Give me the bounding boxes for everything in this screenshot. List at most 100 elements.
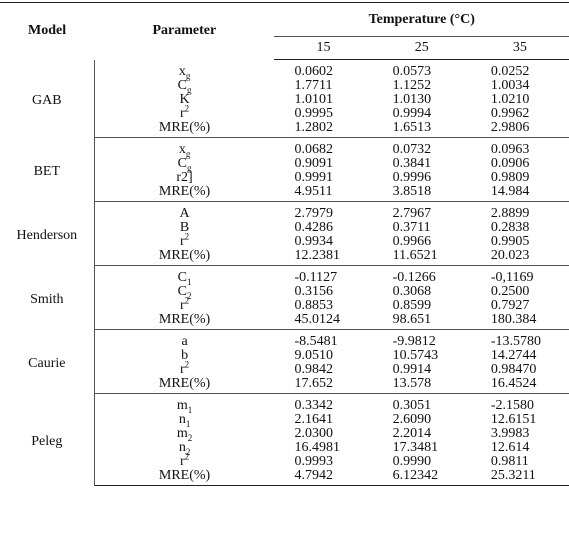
table-row: MRE(%) 4.9511 3.8518 14.984 bbox=[0, 185, 569, 202]
value-cell: 0.0732 bbox=[392, 142, 432, 157]
table-body: GAB xg 0.0602 0.0573 0.0252 Cg 1.7711 1.1252 1.0… bbox=[0, 59, 569, 486]
parameter-superscript: 2 bbox=[184, 451, 190, 462]
value-cell: 45.0124 bbox=[274, 313, 373, 330]
value-cell: 0.3156 bbox=[294, 284, 333, 299]
value-cell: -2.1580 bbox=[490, 398, 534, 413]
value-cell: 0.7927 bbox=[490, 298, 530, 313]
parameter-cell: C1 bbox=[94, 266, 274, 287]
value-cell: 1.6513 bbox=[372, 121, 471, 138]
value-cell: 0.9914 bbox=[392, 362, 432, 377]
value-cell: 0.3711 bbox=[392, 220, 431, 235]
parameter-cell: MRE(%) bbox=[94, 312, 275, 330]
parameter-symbol: MRE(%) bbox=[158, 184, 211, 199]
value-cell: 0.9995 bbox=[294, 106, 333, 121]
header-temp-15: 15 bbox=[274, 36, 373, 60]
parameter-symbol: A bbox=[179, 206, 190, 221]
parameter-cell: r2 bbox=[94, 296, 274, 313]
table-row: Henderson A 2.7979 2.7967 2.8899 bbox=[0, 201, 569, 266]
parameter-symbol: MRE(%) bbox=[158, 468, 211, 483]
parameter-cell: r2 bbox=[94, 360, 274, 377]
value-cell: 20.023 bbox=[470, 249, 569, 266]
parameter-symbol: r bbox=[179, 106, 185, 121]
value-cell: 1.2802 bbox=[274, 121, 373, 138]
parameter-superscript: 2 bbox=[184, 103, 190, 114]
parameter-cell: Cg bbox=[94, 79, 274, 95]
value-cell: 0.0963 bbox=[490, 142, 530, 157]
parameter-symbol: MRE(%) bbox=[158, 312, 211, 327]
value-cell: 16.4981 bbox=[294, 440, 340, 455]
value-cell: 4.7942 bbox=[274, 469, 373, 486]
parameter-symbol: r bbox=[179, 362, 185, 377]
value-cell: 0.9934 bbox=[294, 234, 333, 249]
parameter-cell: MRE(%) bbox=[94, 121, 275, 138]
table-row: K 1.0101 1.0130 1.0210 bbox=[0, 93, 569, 107]
value-cell: 0.9809 bbox=[490, 170, 530, 185]
parameter-cell: b bbox=[94, 349, 274, 363]
value-cell: -9.9812 bbox=[392, 334, 436, 349]
table-row: BET xg 0.0682 0.0732 0.0963 bbox=[0, 137, 569, 202]
value-cell: 0.3841 bbox=[392, 156, 432, 171]
table-row: Peleg m1 0.3342 0.3051 -2.1580 bbox=[0, 393, 569, 486]
table-row: r2 0.9934 0.9966 0.9905 bbox=[0, 232, 569, 249]
parameter-subscript: 2 bbox=[187, 432, 193, 443]
parameter-subscript: g bbox=[186, 162, 192, 173]
parameter-subscript: 2 bbox=[185, 446, 191, 457]
table-row: r2] 0.9991 0.9996 0.9809 bbox=[0, 171, 569, 185]
value-cell: 1.1252 bbox=[392, 78, 432, 93]
value-cell: 0.8599 bbox=[392, 298, 432, 313]
parameter-symbol: m bbox=[176, 398, 188, 413]
model-name: Henderson bbox=[0, 201, 95, 266]
value-cell: 1.0130 bbox=[392, 92, 432, 107]
value-cell: 0.0573 bbox=[392, 64, 432, 79]
value-cell: 0.0252 bbox=[490, 64, 530, 79]
parameter-superscript: 2 bbox=[184, 231, 190, 242]
value-cell: 14.2744 bbox=[490, 348, 537, 363]
parameter-symbol: MRE(%) bbox=[158, 376, 211, 391]
parameter-subscript: g bbox=[185, 70, 191, 81]
parameter-cell: MRE(%) bbox=[94, 376, 275, 394]
value-cell: 0.8853 bbox=[294, 298, 333, 313]
value-cell: 0.98470 bbox=[490, 362, 537, 377]
table-row: n2 16.4981 17.3481 12.614 bbox=[0, 440, 569, 457]
parameter-symbol: MRE(%) bbox=[158, 248, 211, 263]
value-cell: 0.3342 bbox=[294, 398, 333, 413]
parameter-subscript: 1 bbox=[185, 418, 191, 429]
value-cell: 0.9991 bbox=[294, 170, 333, 185]
value-cell: 3.8518 bbox=[372, 185, 471, 202]
parameter-cell: xg bbox=[94, 138, 274, 159]
parameter-symbol: x bbox=[178, 63, 186, 79]
value-cell: 12.614 bbox=[490, 440, 530, 455]
value-cell: 0.3068 bbox=[392, 284, 432, 299]
parameter-symbol: m bbox=[176, 426, 188, 441]
parameter-cell: xg bbox=[94, 60, 274, 80]
header-temperature: Temperature (°C) bbox=[274, 2, 569, 37]
value-cell: 16.4524 bbox=[470, 377, 569, 394]
value-cell: 0.0906 bbox=[490, 156, 530, 171]
parameter-cell: m1 bbox=[94, 394, 274, 415]
value-cell: -13.5780 bbox=[490, 334, 541, 349]
model-name: BET bbox=[0, 137, 95, 202]
model-name: Caurie bbox=[0, 329, 95, 394]
parameter-symbol: K bbox=[179, 92, 190, 107]
parameter-cell: r2] bbox=[94, 171, 274, 185]
parameter-subscript: g bbox=[186, 84, 192, 95]
value-cell: 0.2838 bbox=[490, 220, 530, 235]
parameter-symbol: C bbox=[177, 270, 187, 285]
value-cell: 1.0101 bbox=[294, 92, 333, 107]
table-row: GAB xg 0.0602 0.0573 0.0252 bbox=[0, 59, 569, 138]
value-cell: 2.8899 bbox=[490, 206, 530, 221]
table-row: MRE(%) 45.0124 98.651 180.384 bbox=[0, 313, 569, 330]
value-cell: 0.9811 bbox=[490, 454, 529, 469]
parameter-symbol: n bbox=[178, 412, 186, 427]
value-cell: 14.984 bbox=[470, 185, 569, 202]
parameter-symbol: r2] bbox=[176, 170, 193, 185]
parameter-symbol: x bbox=[178, 142, 186, 157]
parameter-symbol: r bbox=[179, 234, 185, 249]
table-row: r2 0.9995 0.9994 0.9962 bbox=[0, 104, 569, 121]
value-cell: 2.0300 bbox=[294, 426, 333, 441]
parameter-subscript: 1 bbox=[186, 276, 192, 287]
parameter-cell: r2 bbox=[94, 232, 274, 249]
model-name: GAB bbox=[0, 59, 95, 138]
table-row: MRE(%) 4.7942 6.12342 25.3211 bbox=[0, 469, 569, 486]
table-row: MRE(%) 1.2802 1.6513 2.9806 bbox=[0, 121, 569, 138]
